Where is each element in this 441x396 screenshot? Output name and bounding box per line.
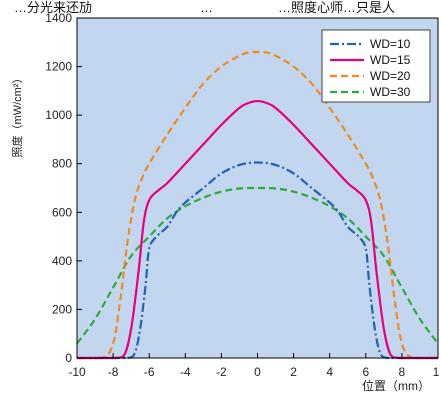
header-fragment-2: … (200, 0, 213, 15)
x-tick-label: 1 (433, 365, 440, 379)
series-line-wd-10 (77, 161, 438, 360)
y-tick-label: 1000 (45, 108, 72, 122)
legend-box (321, 29, 431, 103)
x-tick-label: -6 (144, 365, 155, 379)
x-tick-label: -4 (180, 365, 191, 379)
x-tick-label: -8 (108, 365, 119, 379)
header-fragment-3: …照度心师…只是人 (278, 0, 395, 15)
y-tick-label: 800 (52, 157, 72, 171)
legend-label: WD=20 (370, 69, 411, 83)
series-line-wd-15 (77, 99, 438, 360)
x-tick-label: 8 (399, 365, 406, 379)
series-layer (76, 50, 439, 360)
y-tick-label: 200 (52, 302, 72, 316)
x-tick-label: 6 (362, 365, 369, 379)
y-tick-label: 0 (65, 351, 72, 365)
y-tick-label: 1200 (45, 60, 72, 74)
header-fragment-1: …分光来还劢 (14, 0, 92, 15)
y-tick-label: 400 (52, 254, 72, 268)
y-tick-label: 1400 (45, 11, 72, 25)
series-line-wd-30 (76, 186, 439, 345)
legend-label: WD=10 (370, 37, 411, 51)
x-tick-label: 4 (326, 365, 333, 379)
x-tick-label: 2 (290, 365, 297, 379)
axes-layer: 0 200 400 600 800 1000 1200 1400 -10 -8 -6 -4 -2 0 2 4 6… (45, 11, 439, 379)
y-axis-label: 照度（mW/cm²） (10, 73, 24, 158)
legend: WD=10 WD=15 WD=20 WD=30 (321, 29, 431, 103)
legend-label: WD=30 (370, 85, 411, 99)
legend-label: WD=15 (370, 53, 411, 67)
x-tick-label: -10 (68, 365, 86, 379)
x-axis-label: 位置（mm） (362, 378, 430, 393)
series-line-wd-20 (77, 50, 438, 360)
x-tick-label: 0 (254, 365, 261, 379)
y-tick-label: 600 (52, 205, 72, 219)
x-tick-label: -2 (216, 365, 227, 379)
